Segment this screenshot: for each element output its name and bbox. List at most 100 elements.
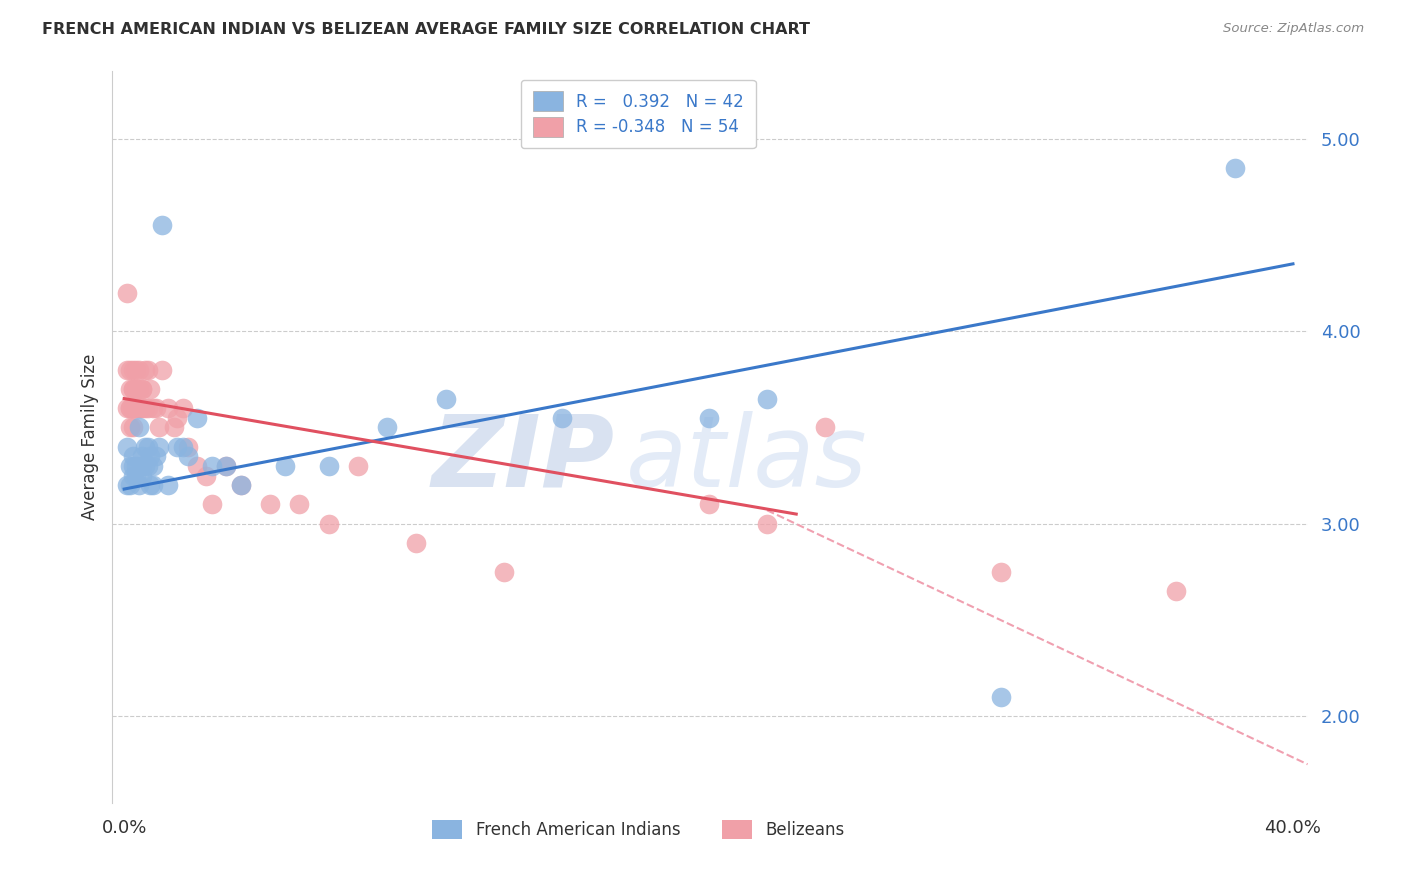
Point: [122, 382, 145, 396]
Point: [145, 450, 167, 464]
Point: [145, 401, 167, 416]
Point: [166, 440, 188, 454]
Point: [115, 401, 138, 416]
Point: [318, 516, 340, 531]
Point: [125, 382, 148, 396]
Point: [288, 498, 311, 512]
Point: [201, 458, 224, 473]
Point: [139, 382, 162, 396]
Point: [756, 392, 779, 406]
Point: [131, 458, 153, 473]
Point: [186, 410, 208, 425]
Text: Source: ZipAtlas.com: Source: ZipAtlas.com: [1223, 22, 1364, 36]
Text: atlas: atlas: [627, 410, 868, 508]
Point: [122, 458, 145, 473]
Point: [274, 458, 297, 473]
Point: [259, 498, 281, 512]
Point: [128, 401, 150, 416]
Point: [128, 362, 150, 376]
Point: [142, 401, 165, 416]
Point: [128, 382, 150, 396]
Point: [195, 468, 218, 483]
Point: [118, 458, 141, 473]
Point: [148, 440, 170, 454]
Point: [347, 458, 370, 473]
Point: [156, 478, 179, 492]
Point: [125, 401, 148, 416]
Point: [166, 410, 188, 425]
Point: [136, 458, 159, 473]
Point: [318, 458, 340, 473]
Point: [122, 401, 145, 416]
Point: [150, 362, 173, 376]
Point: [172, 401, 194, 416]
Point: [118, 382, 141, 396]
Point: [134, 401, 156, 416]
Point: [1223, 161, 1246, 175]
Point: [122, 401, 145, 416]
Point: [118, 478, 141, 492]
Point: [122, 450, 145, 464]
Point: [118, 401, 141, 416]
Point: [118, 420, 141, 434]
Point: [115, 440, 138, 454]
Point: [131, 382, 153, 396]
Point: [150, 219, 173, 233]
Point: [215, 458, 238, 473]
Point: [1164, 584, 1187, 599]
Point: [142, 458, 165, 473]
Point: [115, 285, 138, 300]
Point: [125, 362, 148, 376]
Point: [756, 516, 779, 531]
Point: [131, 468, 153, 483]
Point: [134, 458, 156, 473]
Point: [115, 362, 138, 376]
Point: [990, 565, 1012, 579]
Point: [405, 536, 427, 550]
Point: [131, 382, 153, 396]
Point: [177, 440, 200, 454]
Point: [131, 401, 153, 416]
Point: [139, 450, 162, 464]
Point: [229, 478, 252, 492]
Point: [148, 420, 170, 434]
Point: [215, 458, 238, 473]
Point: [492, 565, 515, 579]
Point: [142, 478, 165, 492]
Point: [128, 478, 150, 492]
Point: [697, 410, 720, 425]
Point: [990, 690, 1012, 704]
Point: [118, 401, 141, 416]
Point: [128, 420, 150, 434]
Point: [122, 420, 145, 434]
Point: [131, 450, 153, 464]
Legend: French American Indians, Belizeans: French American Indians, Belizeans: [426, 814, 851, 846]
Point: [229, 478, 252, 492]
Point: [128, 401, 150, 416]
Point: [125, 458, 148, 473]
Point: [697, 498, 720, 512]
Point: [375, 420, 398, 434]
Point: [115, 478, 138, 492]
Point: [177, 450, 200, 464]
Point: [434, 392, 457, 406]
Text: ZIP: ZIP: [432, 410, 614, 508]
Point: [136, 440, 159, 454]
Point: [136, 401, 159, 416]
Point: [814, 420, 837, 434]
Point: [139, 478, 162, 492]
Point: [118, 362, 141, 376]
Point: [163, 420, 186, 434]
Text: FRENCH AMERICAN INDIAN VS BELIZEAN AVERAGE FAMILY SIZE CORRELATION CHART: FRENCH AMERICAN INDIAN VS BELIZEAN AVERA…: [42, 22, 810, 37]
Y-axis label: Average Family Size: Average Family Size: [80, 354, 98, 520]
Point: [134, 440, 156, 454]
Point: [122, 362, 145, 376]
Point: [551, 410, 574, 425]
Point: [172, 440, 194, 454]
Point: [156, 401, 179, 416]
Point: [125, 468, 148, 483]
Point: [122, 382, 145, 396]
Point: [136, 362, 159, 376]
Point: [186, 458, 208, 473]
Point: [122, 468, 145, 483]
